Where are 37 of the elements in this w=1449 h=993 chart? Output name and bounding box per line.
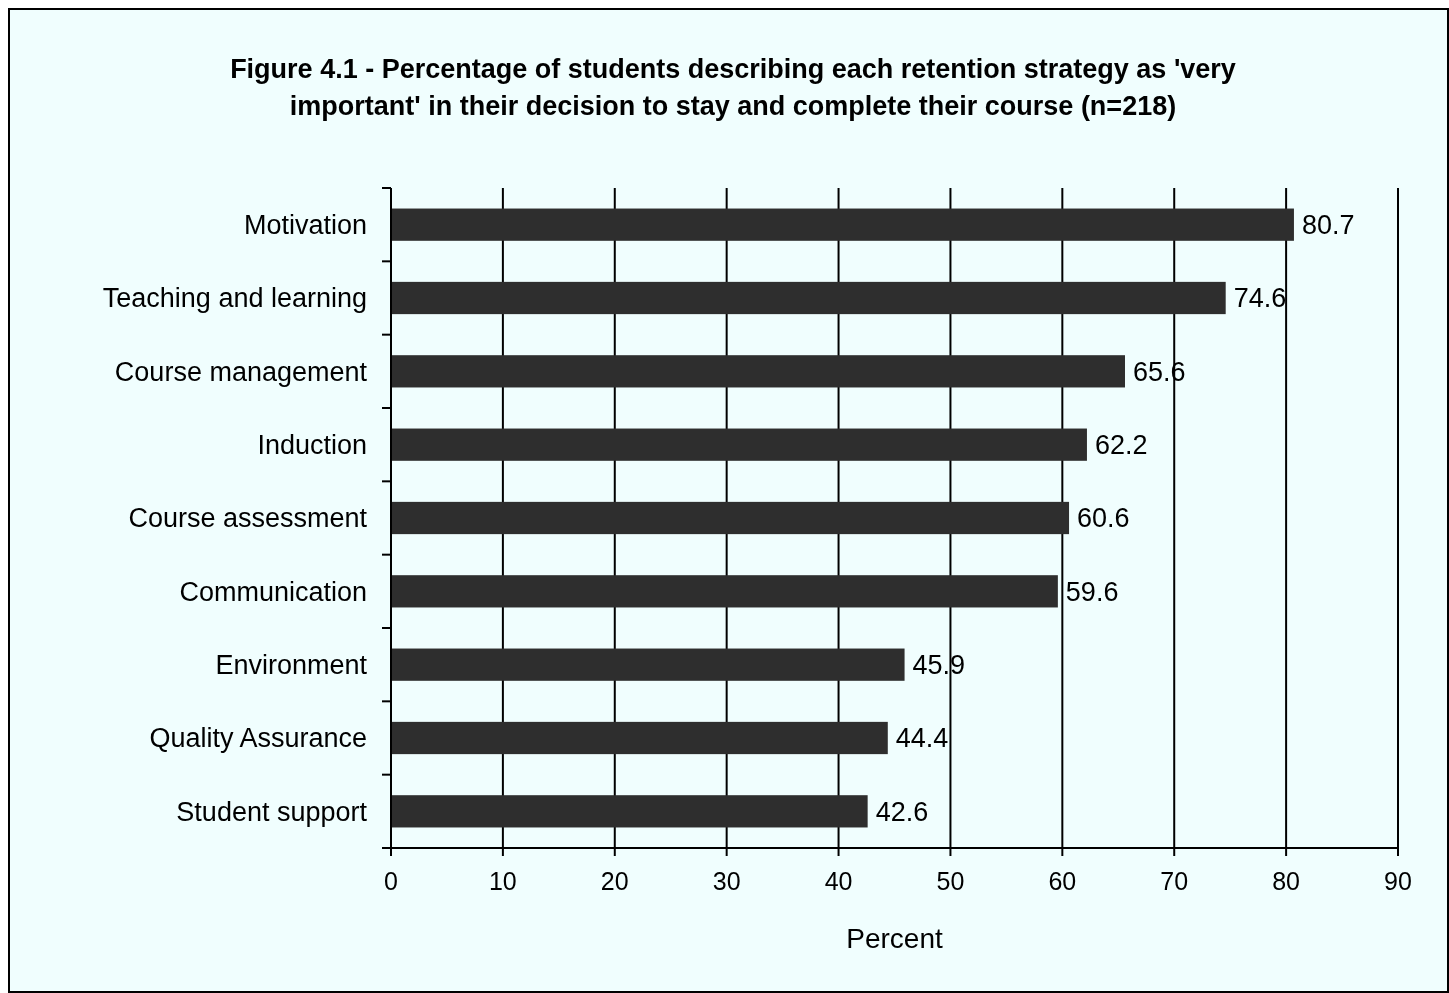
bar	[391, 355, 1125, 388]
data-label: 44.4	[895, 723, 949, 754]
y-tick-label: Course assessment	[128, 503, 368, 534]
x-tick-label: 10	[488, 867, 517, 895]
y-tick-label: Communication	[179, 576, 367, 607]
y-tick-label: Quality Assurance	[149, 723, 367, 754]
y-tick-label: Course management	[114, 356, 368, 387]
data-label: 59.6	[1065, 576, 1119, 607]
data-label: 80.7	[1301, 210, 1355, 241]
bar	[391, 648, 905, 681]
x-tick-label: 80	[1272, 867, 1301, 895]
y-tick-label: Teaching and learning	[102, 283, 367, 314]
chart-title: Figure 4.1 - Percentage of students describing each retention strategy as 'very important' in their decision to stay and complete their course (n=218)	[230, 54, 1236, 121]
bar	[391, 721, 888, 755]
y-tick-label: Induction	[257, 430, 367, 461]
x-tick-label: 30	[712, 867, 741, 895]
x-axis-title: Percent	[846, 923, 943, 954]
bar	[391, 281, 1226, 315]
x-tick-label: 20	[600, 867, 629, 895]
data-label: 42.6	[875, 796, 929, 827]
x-tick-label: 60	[1048, 867, 1077, 895]
data-label: 60.6	[1077, 503, 1130, 534]
x-tick-label: 0	[384, 867, 398, 895]
bar	[391, 208, 1294, 241]
bar	[391, 428, 1087, 461]
x-tick-label: 70	[1160, 867, 1189, 895]
y-tick-label: Motivation	[243, 210, 367, 241]
bar	[391, 795, 868, 828]
bar	[391, 501, 1070, 535]
x-tick-label: 40	[824, 867, 853, 895]
x-tick-label: 50	[936, 867, 965, 895]
data-label: 74.6	[1233, 283, 1287, 314]
x-tick-label: 90	[1384, 867, 1412, 895]
data-label: 62.2	[1094, 430, 1148, 461]
y-tick-label: Student support	[176, 796, 368, 827]
y-tick-label: Environment	[215, 650, 368, 681]
bar	[391, 575, 1058, 608]
